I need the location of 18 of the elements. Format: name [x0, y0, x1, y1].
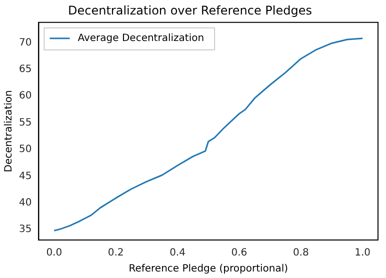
x-axis-title: Reference Pledge (proportional) [128, 264, 288, 275]
x-tick-label: 0.8 [292, 248, 309, 259]
y-axis-title: Decentralization [4, 90, 15, 172]
y-tick-label: 55 [18, 117, 32, 128]
y-tick-label: 60 [18, 90, 32, 102]
y-tick-label: 50 [18, 144, 32, 156]
chart-title: Decentralization over Reference Pledges [68, 3, 312, 18]
legend-label: Average Decentralization [78, 32, 204, 44]
y-tick-label: 40 [18, 197, 32, 208]
x-tick-label: 1.0 [354, 248, 371, 259]
x-tick-label: 0.2 [108, 248, 124, 259]
y-tick-label: 35 [18, 224, 32, 236]
y-tick-label: 65 [18, 64, 32, 75]
y-tick-label: 45 [18, 170, 32, 182]
x-tick-label: 0.6 [231, 248, 248, 259]
y-tick-label: 70 [18, 37, 32, 48]
x-tick-label: 0.0 [46, 248, 62, 259]
x-tick-label: 0.4 [170, 248, 186, 259]
